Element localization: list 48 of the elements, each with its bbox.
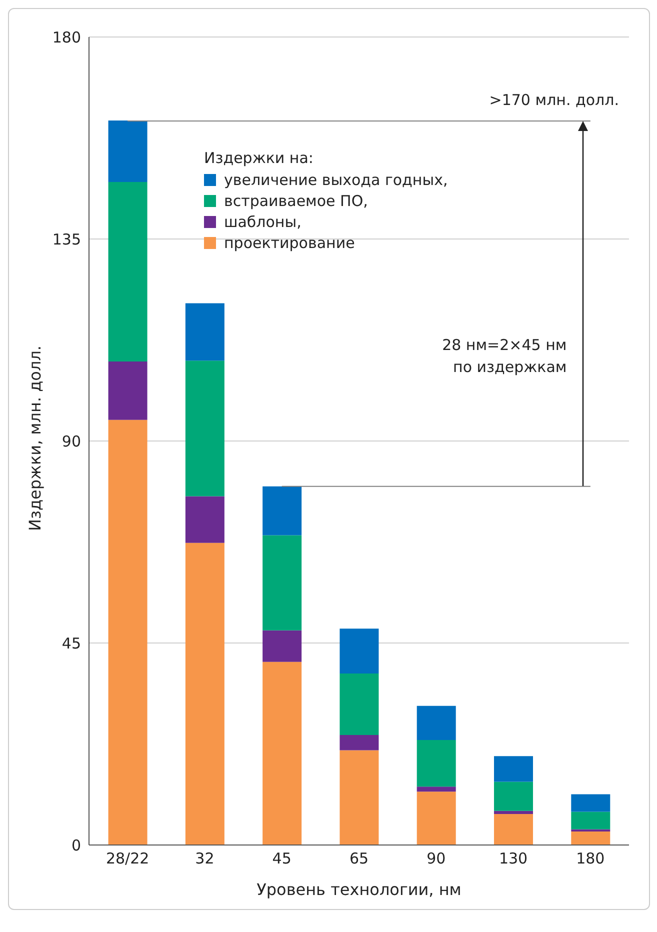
x-tick-label: 130 bbox=[498, 850, 528, 868]
x-tick-label: 65 bbox=[349, 850, 369, 868]
bar bbox=[494, 814, 533, 845]
bar bbox=[262, 486, 302, 536]
bar bbox=[185, 360, 224, 496]
bar bbox=[185, 542, 224, 845]
bar bbox=[416, 792, 456, 845]
bar bbox=[262, 535, 302, 630]
x-axis-title: Уровень технологии, нм bbox=[256, 880, 462, 899]
bar bbox=[494, 782, 533, 811]
bar bbox=[185, 303, 224, 361]
legend-label: встраиваемое ПО, bbox=[224, 192, 368, 210]
legend-label: увеличение выхода годных, bbox=[224, 171, 448, 189]
bar bbox=[340, 674, 379, 736]
bar bbox=[185, 496, 224, 543]
x-tick-label: 45 bbox=[272, 850, 292, 868]
bar bbox=[416, 706, 456, 740]
legend-title: Издержки на: bbox=[204, 149, 314, 167]
bar bbox=[571, 812, 610, 830]
annotation: 28 нм=2×45 нм по издержкам bbox=[442, 334, 567, 378]
x-tick-label: 32 bbox=[195, 850, 214, 868]
bar bbox=[494, 810, 533, 814]
bar bbox=[416, 740, 456, 787]
bar bbox=[262, 630, 302, 662]
x-tick-label: 28/22 bbox=[106, 850, 150, 868]
bar bbox=[108, 362, 148, 420]
y-tick-label: 45 bbox=[62, 634, 81, 652]
legend-label: шаблоны, bbox=[224, 213, 302, 231]
bar bbox=[340, 750, 379, 845]
bar bbox=[340, 628, 379, 674]
bar bbox=[571, 794, 610, 812]
bar bbox=[262, 662, 302, 845]
y-tick-label: 90 bbox=[62, 432, 81, 450]
y-tick-label: 0 bbox=[71, 836, 81, 854]
annotation: >170 млн. долл. bbox=[489, 90, 619, 109]
bar bbox=[416, 786, 456, 792]
legend-label: проектирование bbox=[224, 234, 355, 252]
x-tick-label: 180 bbox=[576, 850, 605, 868]
bar bbox=[571, 832, 610, 845]
y-axis-title: Издержки, млн. долл. bbox=[26, 345, 45, 531]
y-tick-label: 135 bbox=[52, 230, 81, 248]
y-tick-label: 180 bbox=[52, 28, 81, 46]
bar bbox=[494, 756, 533, 782]
bar bbox=[108, 182, 148, 362]
bar bbox=[340, 735, 379, 750]
x-tick-label: 90 bbox=[426, 850, 446, 868]
bar bbox=[108, 420, 148, 845]
bar bbox=[108, 120, 148, 182]
